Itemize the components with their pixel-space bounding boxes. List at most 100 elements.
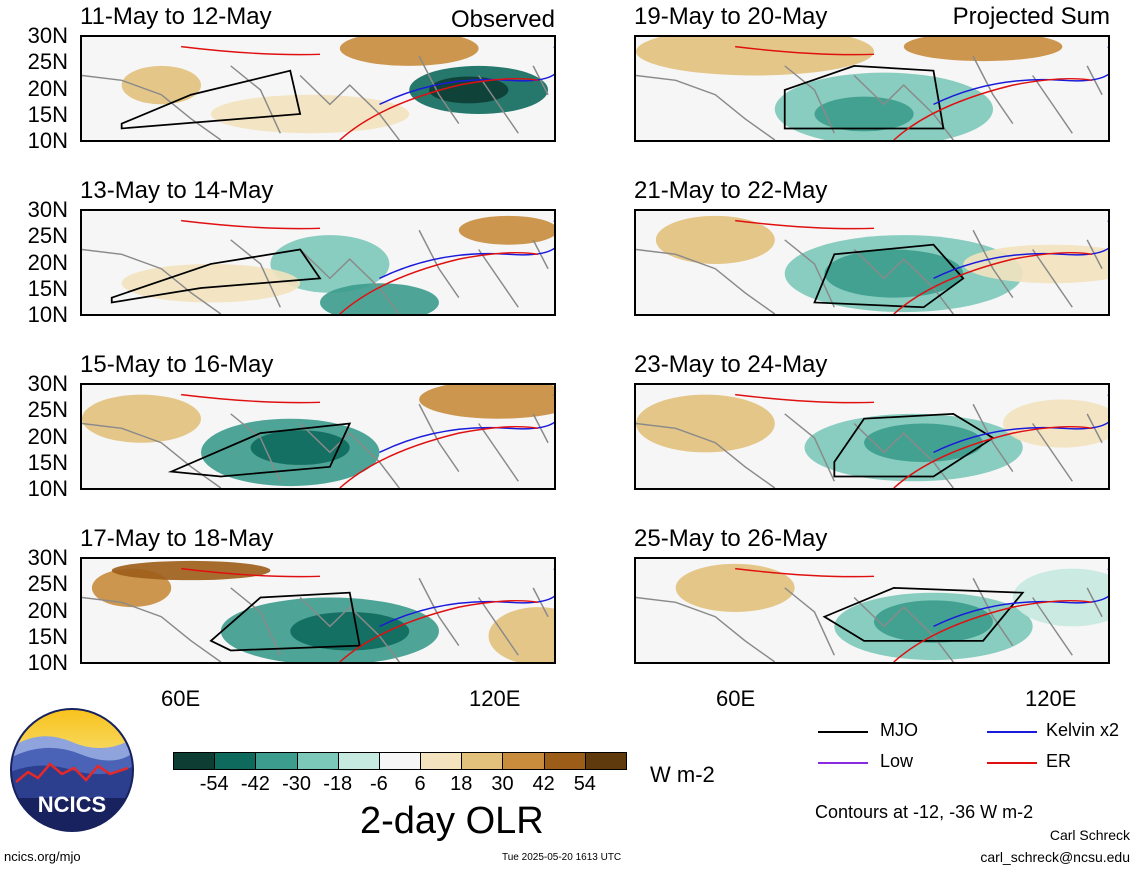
olr-anomaly-region <box>903 37 1063 62</box>
kelvin-contour <box>933 220 1108 280</box>
coastline <box>636 403 1103 488</box>
colorbar-tick-label: -54 <box>199 773 229 795</box>
panel-title: 21-May to 22-May <box>634 177 828 204</box>
er-contour <box>181 45 539 140</box>
lon-label-60e: 60E <box>161 686 201 711</box>
olr-anomaly-region <box>824 249 964 298</box>
olr-anomaly-region <box>290 611 410 651</box>
olr-anomaly-region <box>814 96 914 132</box>
panel-title: 25-May to 26-May <box>634 525 828 552</box>
mjo-contour <box>822 587 1025 642</box>
coastline <box>636 55 1103 140</box>
olr-anomaly-region <box>873 600 993 643</box>
mjo-contour <box>120 69 302 130</box>
kelvin-contour <box>379 46 554 106</box>
er-contour <box>181 219 539 314</box>
colorbar-tick-label: 42 <box>532 773 555 795</box>
panel-title: 19-May to 20-May <box>634 3 828 30</box>
lat-label: 10N <box>27 476 68 501</box>
panel-title: 15-May to 16-May <box>80 351 274 378</box>
kelvin-contour <box>933 568 1108 628</box>
colorbar-swatch <box>337 752 380 770</box>
ncics-logo: NCICS <box>10 708 134 832</box>
colorbar-swatch <box>214 752 257 770</box>
lat-label: 15N <box>27 449 68 475</box>
er-contour <box>735 45 1093 140</box>
coastline <box>82 577 549 662</box>
legend-er-label: ER <box>1046 751 1072 771</box>
footer-url[interactable]: ncics.org/mjo <box>4 849 81 864</box>
kelvin-contour <box>379 394 554 454</box>
lat-label: 25N <box>27 223 68 249</box>
colorbar-tick-label: 6 <box>414 773 426 795</box>
colorbar-units: W m-2 <box>650 762 715 787</box>
panel-title: 23-May to 24-May <box>634 351 828 378</box>
lat-label: 15N <box>27 101 68 127</box>
olr-anomaly-region <box>636 394 775 453</box>
lat-label: 25N <box>27 49 68 75</box>
colorbar-swatch <box>173 752 216 770</box>
panel-title: 17-May to 18-May <box>80 525 274 552</box>
olr-map-panel <box>80 209 556 316</box>
olr-map-panel <box>80 383 556 490</box>
lon-label-60e: 60E <box>716 686 756 711</box>
olr-map-panel <box>634 35 1110 142</box>
colorbar-tick-label: -18 <box>323 773 353 795</box>
olr-map-panel <box>80 557 556 664</box>
footer-timestamp: Tue 2025-05-20 1613 UTC <box>502 852 622 863</box>
mjo-contour <box>783 65 945 130</box>
colorbar-swatch <box>296 752 339 770</box>
coastline <box>636 229 1103 314</box>
legend-kelvin-line <box>987 731 1037 733</box>
colorbar-swatch <box>420 752 463 770</box>
lat-label: 10N <box>27 128 68 153</box>
coastline <box>82 55 549 140</box>
lat-label: 20N <box>27 423 68 449</box>
olr-anomaly-region <box>655 215 775 264</box>
legend-mjo-line <box>818 731 868 733</box>
logo-text: NCICS <box>37 792 107 817</box>
lat-label: 15N <box>27 623 68 649</box>
legend-low-label: Low <box>880 751 914 771</box>
colorbar-tick-label: -6 <box>370 773 388 795</box>
panel-title: 13-May to 14-May <box>80 177 274 204</box>
olr-map-panel <box>634 209 1110 316</box>
olr-map-panel <box>634 557 1110 664</box>
colorbar-tick-label: 18 <box>450 773 473 795</box>
lat-label: 10N <box>27 302 68 327</box>
kelvin-contour <box>379 220 554 280</box>
er-contour <box>735 393 1093 488</box>
lat-label: 20N <box>27 75 68 101</box>
olr-anomaly-region <box>1012 568 1108 627</box>
footer-email[interactable]: carl_schreck@ncsu.edu <box>980 849 1130 865</box>
colorbar-title: 2-day OLR <box>360 800 544 842</box>
olr-anomaly-region <box>636 37 874 76</box>
colorbar-tick-label: -30 <box>282 773 311 795</box>
colorbar-swatch <box>584 752 627 770</box>
colorbar-tick-label: 54 <box>573 773 596 795</box>
olr-map-panel <box>80 35 556 142</box>
coastline <box>82 229 549 314</box>
olr-anomaly-region <box>82 394 201 443</box>
mjo-contour <box>813 243 965 309</box>
lat-label: 30N <box>27 545 68 570</box>
lat-label: 10N <box>27 650 68 675</box>
lat-label: 25N <box>27 571 68 597</box>
colorbar <box>173 752 627 770</box>
kelvin-contour <box>379 568 554 628</box>
er-contour <box>735 567 1093 662</box>
lat-label: 15N <box>27 275 68 301</box>
legend-low-line <box>818 762 868 764</box>
olr-anomaly-region <box>111 560 271 581</box>
lat-label: 20N <box>27 249 68 275</box>
colorbar-swatch <box>543 752 586 770</box>
olr-anomaly-region <box>210 94 410 134</box>
colorbar-swatch <box>255 752 298 770</box>
lat-label: 30N <box>27 23 68 48</box>
legend-er-line <box>987 762 1037 764</box>
mjo-contour <box>167 422 352 478</box>
olr-anomaly-region <box>458 215 554 245</box>
colorbar-swatch <box>378 752 422 770</box>
coastline <box>82 403 549 488</box>
olr-anomaly-region <box>419 385 554 419</box>
